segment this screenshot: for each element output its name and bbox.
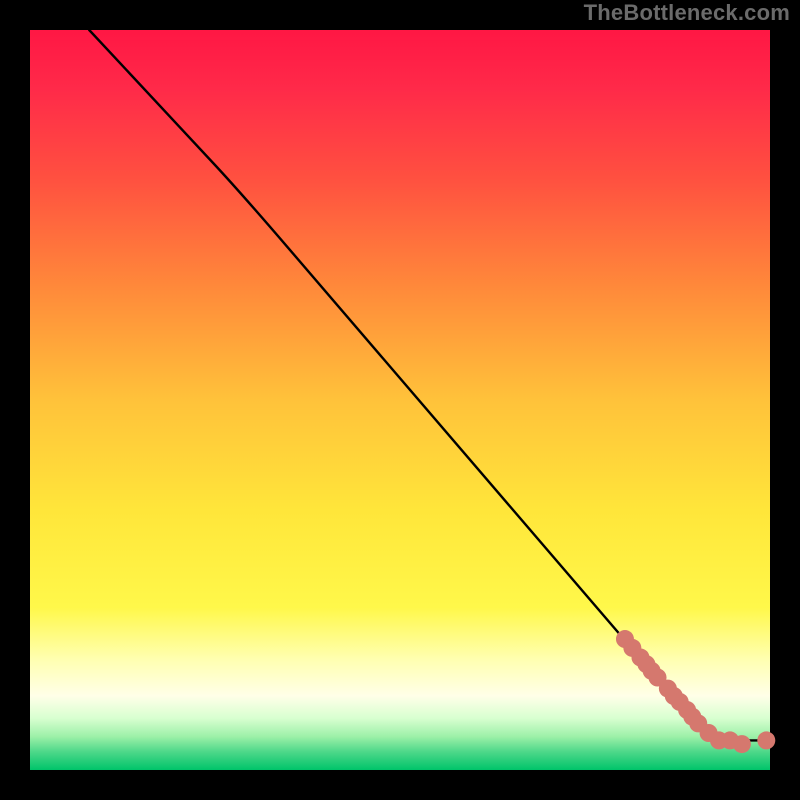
data-point bbox=[733, 735, 751, 753]
plot-background-gradient bbox=[30, 30, 770, 770]
chart-container: TheBottleneck.com bbox=[0, 0, 800, 800]
watermark-text: TheBottleneck.com bbox=[584, 0, 790, 26]
chart-svg bbox=[0, 0, 800, 800]
data-point bbox=[757, 731, 775, 749]
